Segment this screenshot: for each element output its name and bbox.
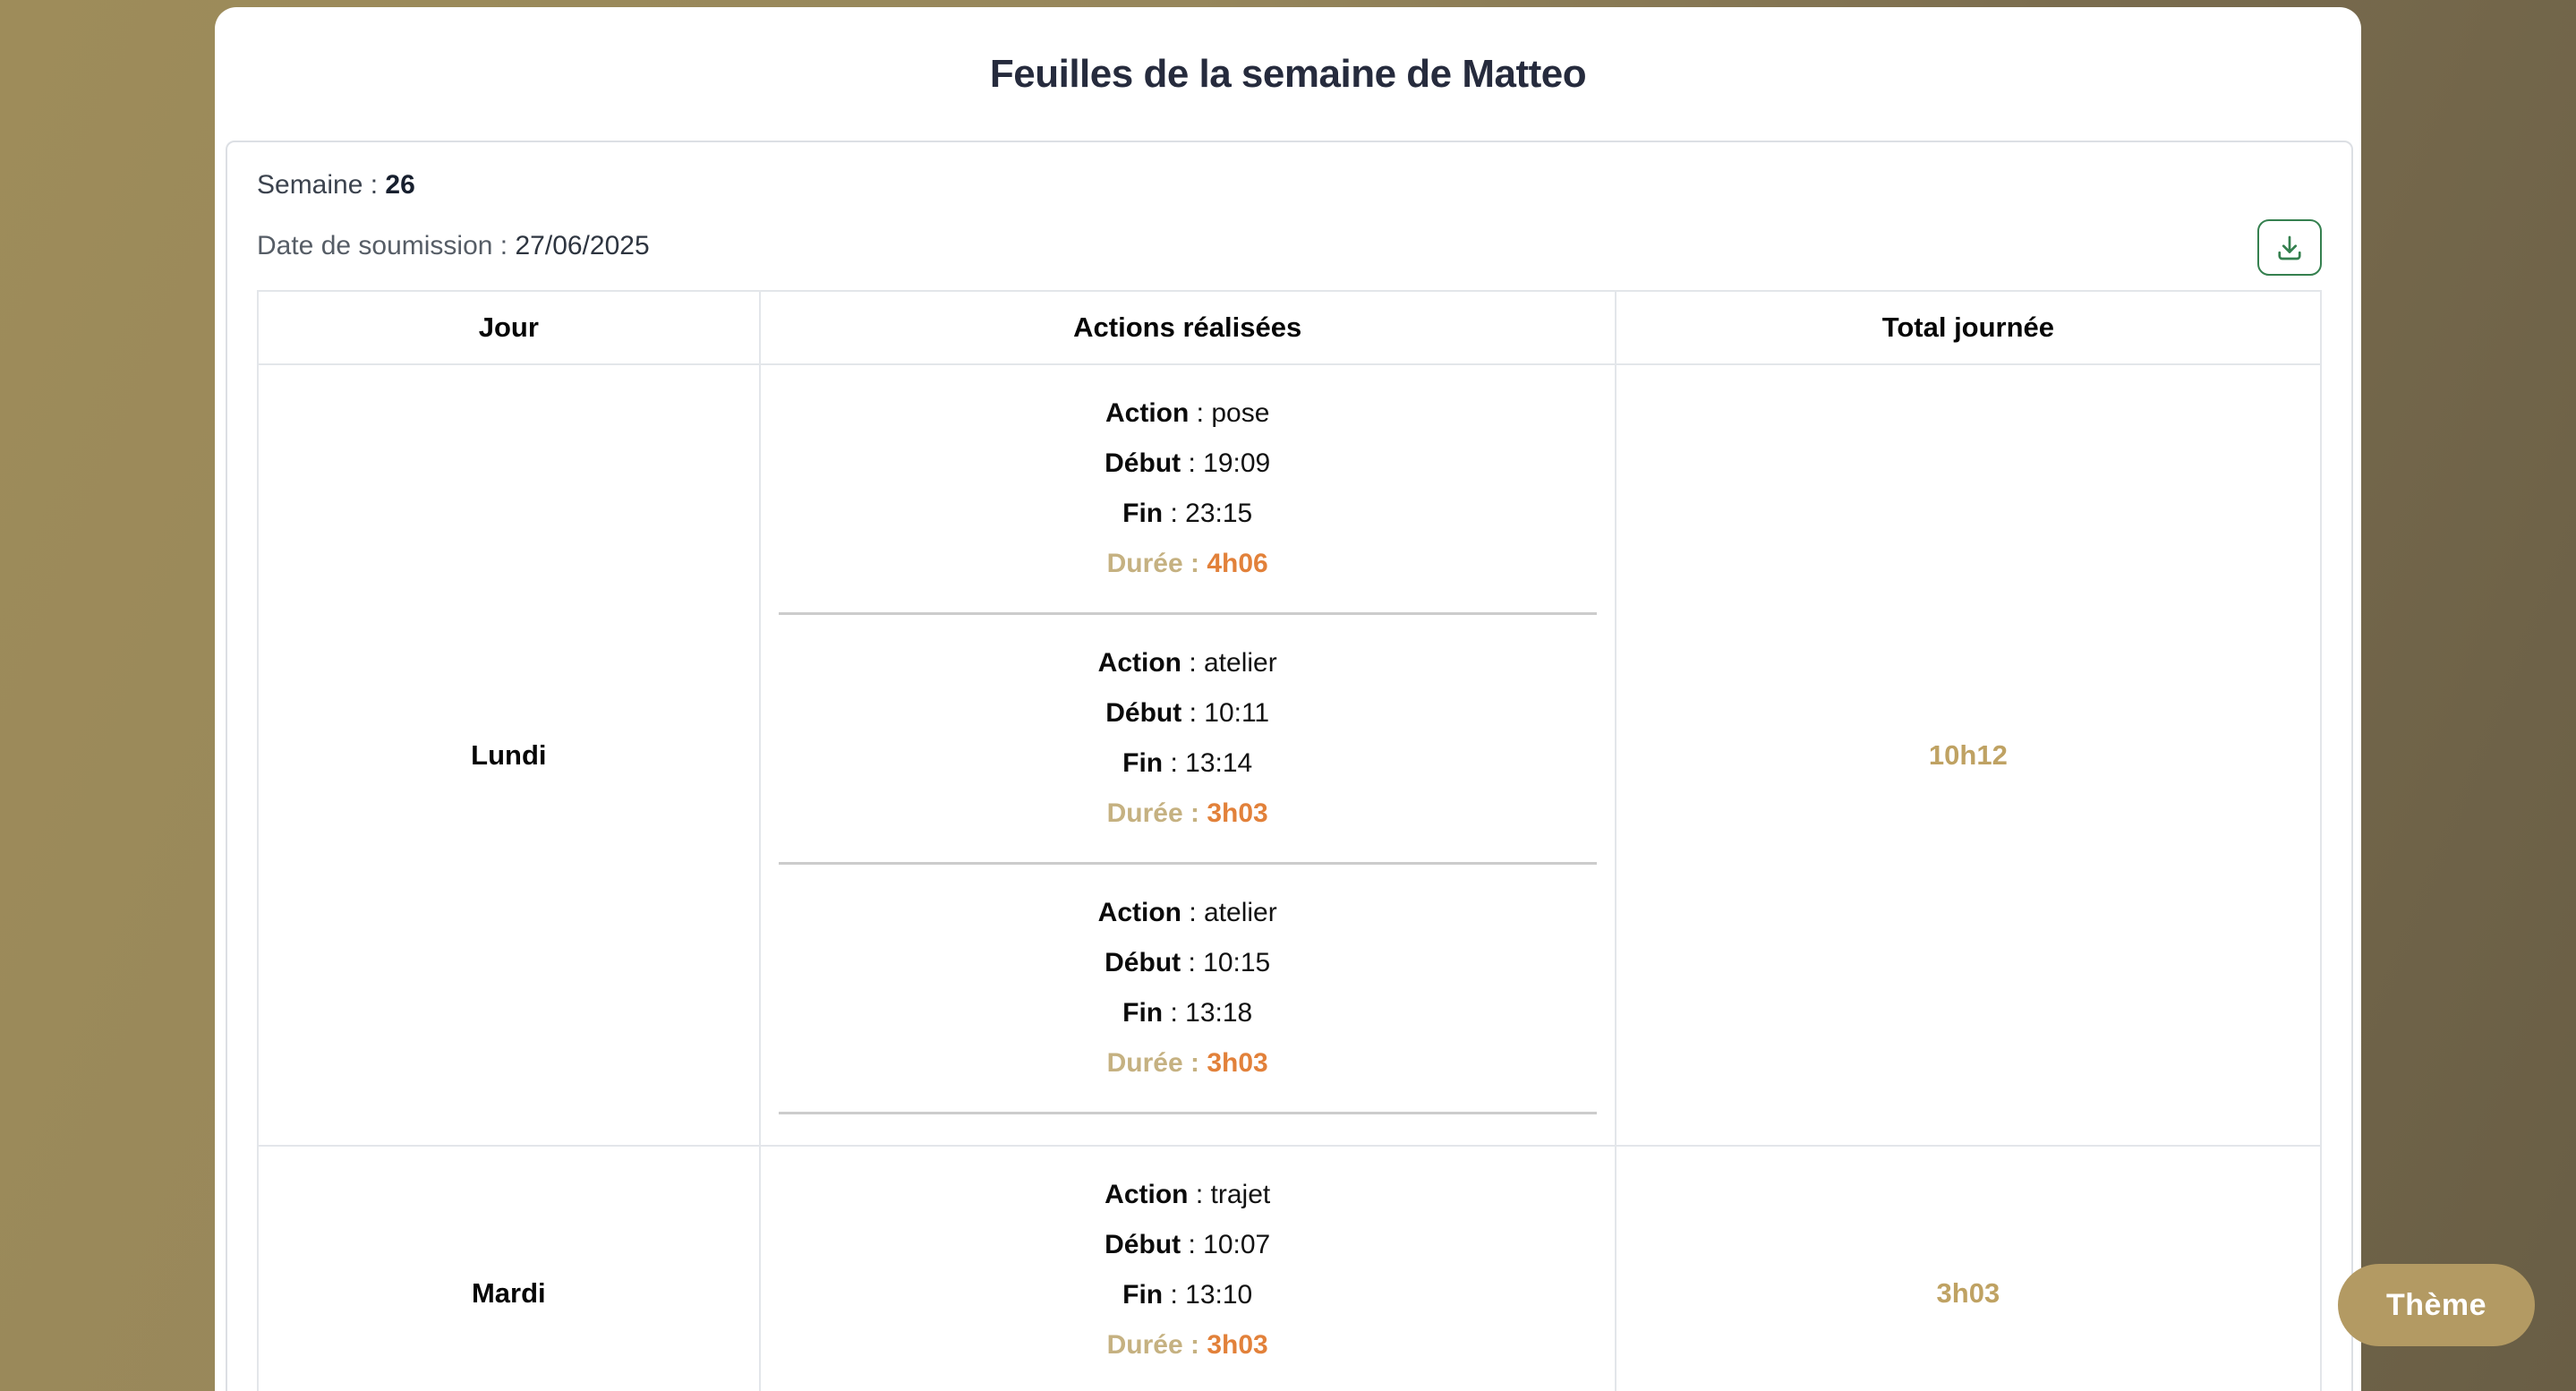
- start-value: 19:09: [1203, 448, 1271, 478]
- action-separator: [778, 612, 1597, 615]
- duration-value: 4h06: [1207, 549, 1268, 578]
- start-label: Début: [1105, 1230, 1203, 1259]
- action-start-line: Début10:15: [761, 938, 1615, 988]
- start-value: 10:07: [1203, 1230, 1271, 1259]
- download-icon: [2273, 232, 2306, 264]
- day-actions-cell: Actiontrajet Début10:07 Fin13:10 Durée3h…: [758, 1145, 1616, 1391]
- action-entry: Actionatelier Début10:11 Fin13:14 Durée3…: [761, 615, 1615, 862]
- submission-date-value: 27/06/2025: [515, 231, 650, 260]
- action-end-line: Fin23:15: [761, 489, 1615, 539]
- table-row: Lundi Actionpose Début19:09 Fin23:15 Dur…: [257, 363, 2323, 1147]
- action-name-line: Actionatelier: [761, 888, 1615, 938]
- action-duration-line: Durée3h03: [761, 1038, 1615, 1088]
- action-name-line: Actiontrajet: [761, 1170, 1615, 1220]
- table-row: Mardi Actiontrajet Début10:07 Fin13:10 D…: [257, 1145, 2323, 1391]
- start-label: Début: [1105, 448, 1203, 478]
- timesheet-card: Feuilles de la semaine de Matteo Semaine…: [215, 7, 2361, 1391]
- end-value: 13:14: [1185, 748, 1253, 778]
- action-label: Action: [1098, 648, 1204, 678]
- duration-label: Durée: [1107, 1330, 1207, 1360]
- action-name-line: Actionatelier: [761, 638, 1615, 688]
- page-title: Feuilles de la semaine de Matteo: [989, 52, 1587, 96]
- day-name: Lundi: [257, 363, 761, 1147]
- action-duration-line: Durée3h03: [761, 789, 1615, 839]
- end-value: 23:15: [1185, 499, 1253, 528]
- week-number-line: Semaine26: [257, 169, 2322, 201]
- action-separator: [778, 862, 1597, 865]
- timesheet-table: Jour Actions réalisées Total journée Lun…: [257, 290, 2323, 1391]
- action-end-line: Fin13:14: [761, 738, 1615, 789]
- duration-value: 3h03: [1207, 798, 1268, 828]
- duration-label: Durée: [1107, 798, 1207, 828]
- action-value: pose: [1211, 398, 1270, 428]
- action-value: atelier: [1204, 648, 1277, 678]
- day-total: 3h03: [1614, 1145, 2323, 1391]
- day-total: 10h12: [1614, 363, 2323, 1147]
- end-label: Fin: [1122, 1280, 1185, 1310]
- column-header-day: Jour: [257, 290, 761, 365]
- duration-label: Durée: [1107, 1048, 1207, 1078]
- submission-date-label: Date de soumission: [257, 231, 515, 260]
- action-value: trajet: [1210, 1180, 1271, 1209]
- column-header-actions: Actions réalisées: [758, 290, 1616, 365]
- week-label: Semaine: [257, 170, 385, 200]
- day-actions-cell: Actionpose Début19:09 Fin23:15 Durée4h06…: [758, 363, 1616, 1147]
- end-label: Fin: [1122, 998, 1185, 1028]
- action-label: Action: [1105, 1180, 1210, 1209]
- week-meta: Semaine26 Date de soumission27/06/2025: [257, 142, 2322, 276]
- action-start-line: Début10:07: [761, 1220, 1615, 1270]
- start-label: Début: [1105, 948, 1203, 977]
- week-value: 26: [385, 170, 415, 200]
- end-label: Fin: [1122, 499, 1185, 528]
- submission-date-line: Date de soumission27/06/2025: [257, 230, 2322, 262]
- start-value: 10:15: [1203, 948, 1271, 977]
- duration-value: 3h03: [1207, 1330, 1268, 1360]
- action-label: Action: [1105, 398, 1211, 428]
- action-entry: Actionatelier Début10:15 Fin13:18 Durée3…: [761, 865, 1615, 1112]
- table-header-row: Jour Actions réalisées Total journée: [257, 290, 2323, 365]
- action-entry: Actiontrajet Début10:07 Fin13:10 Durée3h…: [761, 1147, 1615, 1391]
- day-name: Mardi: [257, 1145, 761, 1391]
- action-end-line: Fin13:18: [761, 988, 1615, 1038]
- start-label: Début: [1105, 698, 1204, 728]
- action-start-line: Début19:09: [761, 439, 1615, 489]
- week-panel: Semaine26 Date de soumission27/06/2025: [226, 141, 2353, 1391]
- end-value: 13:18: [1185, 998, 1253, 1028]
- action-duration-line: Durée4h06: [761, 539, 1615, 589]
- duration-label: Durée: [1107, 549, 1207, 578]
- duration-value: 3h03: [1207, 1048, 1268, 1078]
- column-header-total: Total journée: [1614, 290, 2323, 365]
- download-button[interactable]: [2257, 219, 2322, 276]
- action-entry: Actionpose Début19:09 Fin23:15 Durée4h06: [761, 365, 1615, 612]
- action-start-line: Début10:11: [761, 688, 1615, 738]
- action-label: Action: [1098, 898, 1204, 927]
- end-value: 13:10: [1185, 1280, 1253, 1310]
- action-separator: [778, 1112, 1597, 1114]
- theme-button[interactable]: Thème: [2338, 1264, 2535, 1346]
- action-name-line: Actionpose: [761, 388, 1615, 439]
- action-duration-line: Durée3h03: [761, 1320, 1615, 1370]
- action-end-line: Fin13:10: [761, 1270, 1615, 1320]
- end-label: Fin: [1122, 748, 1185, 778]
- action-value: atelier: [1204, 898, 1277, 927]
- start-value: 10:11: [1204, 698, 1270, 728]
